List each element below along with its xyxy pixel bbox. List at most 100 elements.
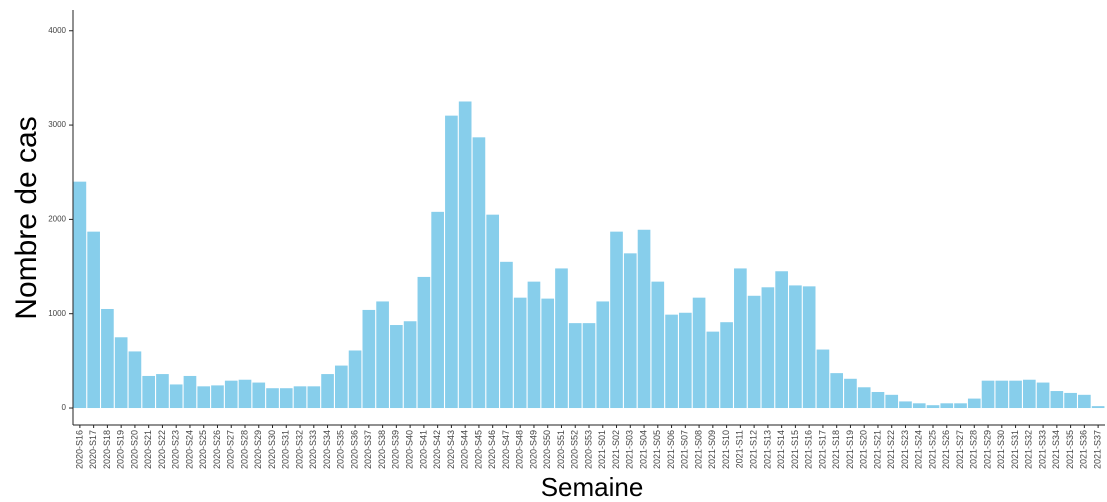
- x-tick-label: 2021-S14: [776, 430, 786, 469]
- bar: [651, 281, 665, 409]
- x-tick-label: 2020-S37: [363, 430, 373, 469]
- x-tick-label: 2021-S34: [1051, 430, 1061, 469]
- x-tick-label: 2020-S40: [404, 430, 414, 469]
- x-tick-label: 2020-S18: [102, 430, 112, 469]
- x-tick-label: 2020-S41: [418, 430, 428, 469]
- bar: [775, 271, 788, 409]
- bar: [252, 382, 266, 409]
- x-tick-label: 2021-S27: [955, 430, 965, 469]
- bar: [885, 394, 899, 409]
- x-tick-label: 2020-S51: [556, 430, 566, 469]
- bar: [665, 314, 678, 409]
- bar: [128, 351, 142, 409]
- x-tick-label: 2020-S27: [226, 430, 236, 469]
- x-tick-label: 2021-S22: [886, 430, 896, 469]
- x-tick-label: 2021-S32: [1024, 430, 1034, 469]
- x-tick-label: 2020-S39: [391, 430, 401, 469]
- bar: [899, 401, 912, 409]
- x-tick-label: 2020-S22: [157, 430, 167, 469]
- x-tick-label: 2021-S12: [748, 430, 758, 469]
- bar: [1064, 392, 1077, 409]
- x-tick-label: 2021-S17: [817, 430, 827, 469]
- x-tick-label: 2020-S26: [212, 430, 222, 469]
- bar: [637, 229, 651, 409]
- bar: [445, 115, 458, 409]
- bar: [321, 374, 334, 409]
- x-tick-label: 2021-S28: [969, 430, 979, 469]
- x-tick-label: 2020-S49: [528, 430, 538, 469]
- bar: [981, 380, 995, 409]
- x-tick-label: 2021-S20: [859, 430, 869, 469]
- x-tick-label: 2021-S11: [735, 430, 745, 468]
- x-tick-label: 2021-S02: [611, 430, 621, 469]
- bar: [376, 301, 389, 409]
- bar: [926, 405, 940, 409]
- x-tick-label: 2020-S17: [88, 430, 98, 469]
- bar: [802, 286, 816, 409]
- bar: [857, 387, 871, 409]
- bar: [541, 298, 555, 409]
- bar: [156, 374, 169, 409]
- bar: [73, 181, 87, 409]
- bar: [472, 137, 486, 409]
- bar: [1050, 391, 1064, 409]
- bar: [734, 268, 747, 409]
- bar: [458, 101, 472, 409]
- bar: [720, 322, 733, 409]
- x-tick-label: 2021-S15: [790, 430, 800, 469]
- y-tick-label: 4000: [48, 26, 66, 35]
- x-tick-label: 2020-S35: [336, 430, 346, 469]
- x-tick-label: 2020-S38: [377, 430, 387, 469]
- bar: [761, 287, 775, 409]
- bar: [114, 337, 128, 409]
- x-tick-label: 2020-S25: [198, 430, 208, 469]
- bar: [830, 373, 844, 409]
- x-tick-label: 2020-S28: [239, 430, 249, 469]
- bar: [844, 378, 857, 409]
- x-tick-label: 2020-S42: [432, 430, 442, 469]
- x-tick-label: 2021-S18: [831, 430, 841, 469]
- bar: [348, 350, 362, 409]
- bar: [527, 281, 541, 409]
- bar: [279, 388, 293, 409]
- x-tick-label: 2021-S30: [996, 430, 1006, 469]
- x-tick-label: 2021-S10: [721, 430, 731, 469]
- y-tick-label: 2000: [48, 214, 66, 223]
- x-tick-label: 2020-S43: [446, 430, 456, 469]
- x-tick-label: 2020-S16: [74, 430, 84, 469]
- x-tick-label: 2021-S26: [941, 430, 951, 469]
- x-tick-label: 2021-S01: [597, 430, 607, 469]
- x-tick-label: 2021-S13: [762, 430, 772, 469]
- x-tick-label: 2020-S52: [570, 430, 580, 469]
- bar: [183, 375, 197, 409]
- bar: [362, 309, 376, 409]
- bar: [816, 349, 830, 409]
- bar: [307, 386, 321, 409]
- x-tick-label: 2021-S08: [693, 430, 703, 469]
- bar: [169, 384, 183, 409]
- x-tick-label: 2021-S09: [707, 430, 717, 469]
- x-tick-label: 2021-S31: [1010, 430, 1020, 469]
- bar: [555, 268, 568, 409]
- x-tick-label: 2021-S29: [982, 430, 992, 469]
- bar: [1022, 379, 1036, 409]
- bar: [87, 231, 100, 409]
- x-tick-label: 2020-S19: [116, 430, 126, 469]
- bar: [967, 398, 981, 409]
- x-tick-label: 2021-S37: [1092, 430, 1102, 469]
- bar: [211, 385, 224, 409]
- y-tick-label: 0: [62, 403, 67, 412]
- bar: [431, 211, 444, 409]
- x-tick-label: 2021-S25: [927, 430, 937, 469]
- bar: [692, 297, 706, 409]
- x-tick-label: 2020-S32: [294, 430, 304, 469]
- bar: [197, 386, 211, 409]
- x-tick-label: 2021-S33: [1037, 430, 1047, 469]
- bar: [568, 323, 582, 409]
- bar: [940, 403, 954, 409]
- x-tick-label: 2021-S07: [680, 430, 690, 469]
- x-tick-label: 2020-S53: [583, 430, 593, 469]
- x-tick-label: 2020-S34: [322, 430, 332, 469]
- x-tick-label: 2020-S50: [542, 430, 552, 469]
